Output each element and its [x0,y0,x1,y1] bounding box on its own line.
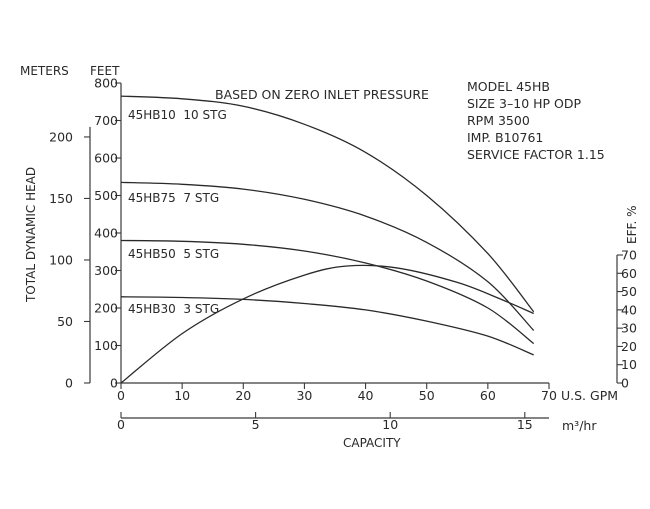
gpm-tick-label: 0 [117,388,125,403]
m3hr-tick-label: 5 [252,417,260,432]
feet-tick-label: 100 [94,338,118,353]
efficiency-tick-label: 40 [621,302,637,317]
meters-tick-label: 200 [49,129,73,144]
m3hr-tick-label: 0 [117,417,125,432]
gpm-tick-label: 20 [235,388,251,403]
y-axis-title: TOTAL DYNAMIC HEAD [24,167,38,303]
efficiency-tick-label: 60 [621,266,637,281]
inlet-pressure-note: BASED ON ZERO INLET PRESSURE [215,87,429,102]
feet-tick-label: 800 [94,76,118,91]
meters-tick-label: 50 [57,314,73,329]
feet-tick-label: 700 [94,113,118,128]
efficiency-tick-label: 30 [621,321,637,336]
efficiency-tick-label: 0 [621,376,629,391]
efficiency-axis-label: EFF. % [625,206,639,245]
m3hr-tick-label: 15 [517,417,533,432]
gpm-unit-label: U.S. GPM [561,388,618,403]
gpm-tick-label: 40 [358,388,374,403]
series-label: 45HB30 3 STG [128,302,219,316]
efficiency-tick-label: 10 [621,357,637,372]
model-info-line: RPM 3500 [467,113,530,128]
model-info-line: MODEL 45HB [467,79,550,94]
series-label: 45HB75 7 STG [128,191,219,205]
m3hr-tick-label: 10 [382,417,398,432]
series-label: 45HB50 5 STG [128,247,219,261]
efficiency-curve [120,264,534,384]
chart-curves [120,95,535,384]
feet-tick-label: 0 [110,376,118,391]
efficiency-tick-label: 50 [621,284,637,299]
m3hr-unit-label: m³/hr [562,418,597,433]
meters-tick-label: 0 [65,376,73,391]
feet-tick-label: 200 [94,301,118,316]
model-info-line: SERVICE FACTOR 1.15 [467,147,605,162]
gpm-tick-label: 60 [480,388,496,403]
efficiency-tick-label: 20 [621,339,637,354]
gpm-tick-label: 50 [419,388,435,403]
x-axis-title: CAPACITY [343,436,401,450]
series-label: 45HB10 10 STG [128,108,227,122]
model-info-line: SIZE 3–10 HP ODP [467,96,582,111]
feet-tick-label: 300 [94,263,118,278]
gpm-tick-label: 30 [296,388,312,403]
head-curve [120,296,534,356]
efficiency-tick-label: 70 [621,248,637,263]
meters-axis-label: METERS [20,64,69,78]
feet-tick-label: 400 [94,226,118,241]
gpm-tick-label: 70 [541,388,557,403]
head-curve [120,239,535,345]
meters-tick-label: 100 [49,252,73,267]
meters-tick-label: 150 [49,191,73,206]
model-info-line: IMP. B10761 [467,130,543,145]
chart-ticks: 0100200300400500600700800050100150200010… [49,76,637,433]
feet-tick-label: 600 [94,151,118,166]
head-curve [120,95,535,313]
gpm-tick-label: 10 [174,388,190,403]
feet-tick-label: 500 [94,188,118,203]
feet-axis-label: FEET [90,64,120,78]
head-curve [120,181,535,331]
